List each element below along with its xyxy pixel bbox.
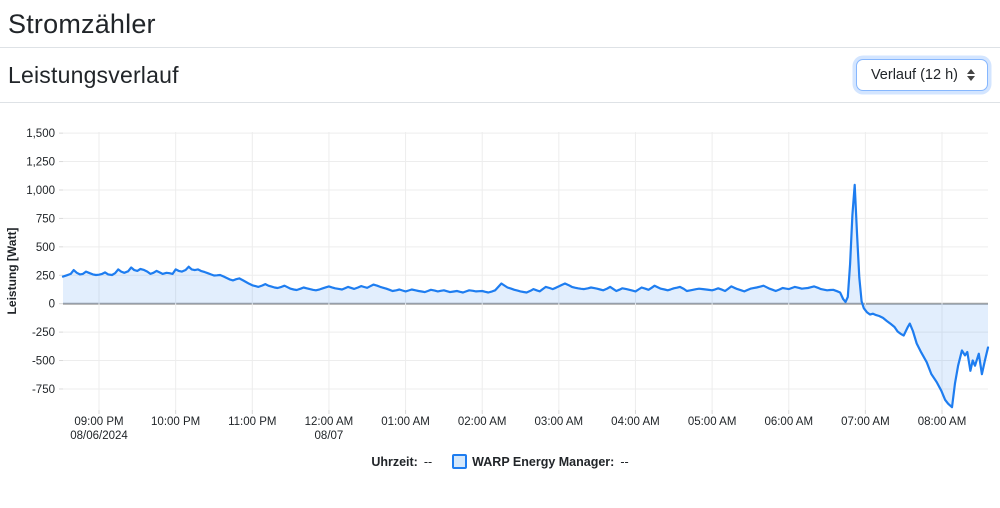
- y-tick-label: 0: [49, 299, 55, 311]
- time-legend-label: Uhrzeit:: [371, 454, 418, 469]
- x-tick-label: 11:00 PM: [228, 416, 276, 428]
- y-tick-label: -750: [32, 384, 55, 396]
- y-tick-label: 1,250: [26, 157, 55, 169]
- chart-legend: Uhrzeit: -- WARP Energy Manager: --: [0, 454, 1000, 469]
- x-tick-label: 02:00 AM: [458, 416, 507, 428]
- y-tick-label: 1,000: [26, 185, 55, 197]
- x-tick-sublabel: 08/07: [315, 430, 344, 442]
- x-tick-label: 12:00 AM: [305, 416, 354, 428]
- time-legend-value: --: [423, 454, 433, 469]
- y-tick-label: 1,500: [26, 128, 55, 140]
- section-title: Leistungsverlauf: [8, 61, 179, 88]
- x-tick-label: 01:00 AM: [381, 416, 430, 428]
- x-tick-label: 07:00 AM: [841, 416, 890, 428]
- x-tick-label: 05:00 AM: [688, 416, 737, 428]
- y-tick-label: 500: [36, 242, 55, 254]
- section-header: Leistungsverlauf Verlauf (12 h): [0, 48, 1000, 102]
- select-arrows-icon: [967, 69, 975, 81]
- page-title: Stromzähler: [8, 9, 156, 39]
- page-header: Stromzähler: [0, 9, 1000, 40]
- x-tick-label: 04:00 AM: [611, 416, 660, 428]
- y-tick-label: 750: [36, 213, 55, 225]
- header-divider: [0, 47, 1000, 48]
- series-legend-label: WARP Energy Manager:: [472, 454, 615, 469]
- y-tick-label: -250: [32, 327, 55, 339]
- x-tick-label: 09:00 PM: [74, 416, 123, 428]
- history-range-select[interactable]: Verlauf (12 h): [855, 59, 988, 91]
- section-divider: [0, 102, 1000, 103]
- series-area: [63, 184, 988, 408]
- power-history-chart[interactable]: Leistung [Watt] 1,500 1,250 1,000 750 500 250…: [0, 116, 1000, 450]
- series-line: [61, 183, 990, 409]
- x-tick-label: 06:00 AM: [764, 416, 813, 428]
- x-tick-sublabel: 08/06/2024: [70, 430, 128, 442]
- y-tick-label: 250: [36, 270, 55, 282]
- x-tick-label: 10:00 PM: [151, 416, 200, 428]
- series-legend-swatch[interactable]: [452, 454, 468, 469]
- y-axis-title: Leistung [Watt]: [5, 228, 19, 315]
- x-tick-label: 08:00 AM: [918, 416, 967, 428]
- y-tick-label: -500: [32, 356, 55, 368]
- x-tick-label: 03:00 AM: [535, 416, 584, 428]
- range-select-value: Verlauf (12 h): [870, 67, 958, 83]
- series-legend-value: --: [620, 454, 629, 469]
- chart-container: Leistung [Watt] 1,500 1,250 1,000 750 500 250…: [0, 116, 1000, 469]
